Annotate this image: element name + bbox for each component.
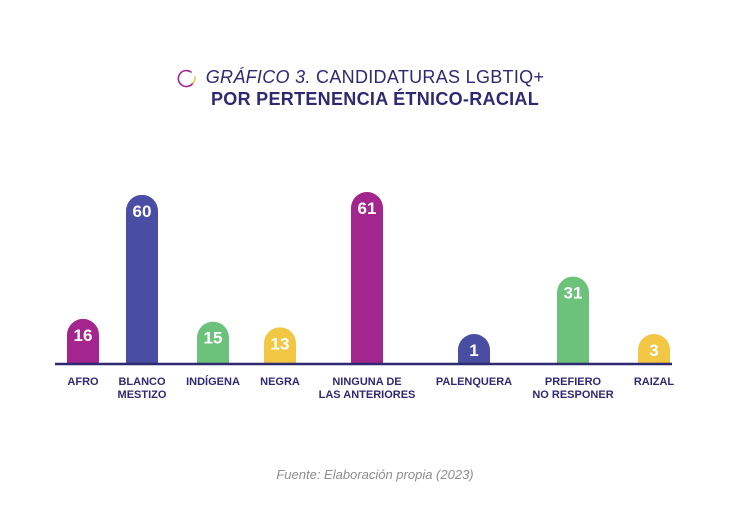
category-label-line: NINGUNA DE — [332, 376, 401, 388]
category-label: AFRO — [67, 376, 99, 388]
category-label: NINGUNA DE LAS ANTERIORES — [319, 376, 416, 401]
title-line-1: GRÁFICO 3. CANDIDATURAS LGBTIQ+ — [0, 66, 750, 88]
category-label-line: NO RESPONER — [532, 389, 613, 401]
bar-5 — [458, 334, 490, 365]
bar-6 — [557, 276, 589, 365]
category-label: BLANCO MESTIZO — [118, 376, 167, 401]
title-rest: CANDIDATURAS LGBTIQ+ — [310, 67, 545, 87]
category-label-line: BLANCO — [118, 376, 165, 388]
logo-arc-icon — [177, 69, 196, 88]
category-label-line: PREFIERO — [545, 376, 602, 388]
bar-value-label: 16 — [74, 326, 93, 345]
bar-value-label: 13 — [271, 334, 290, 353]
category-label: NEGRA — [260, 376, 300, 388]
bar-7 — [638, 334, 670, 365]
category-label: INDÍGENA — [186, 375, 240, 388]
bar-value-label: 61 — [358, 199, 377, 218]
category-label: PALENQUERA — [436, 376, 512, 388]
category-label-line: NEGRA — [260, 376, 300, 388]
chart-title: GRÁFICO 3. CANDIDATURAS LGBTIQ+ POR PERT… — [0, 66, 750, 110]
category-label: PREFIERO NO RESPONER — [532, 376, 613, 401]
bar-1 — [126, 194, 158, 365]
category-label: RAIZAL — [634, 376, 675, 388]
category-label-line: PALENQUERA — [436, 376, 512, 388]
source-note: Fuente: Elaboración propia (2023) — [276, 467, 474, 482]
bar-0 — [67, 318, 99, 365]
bar-value-label: 3 — [649, 341, 658, 360]
category-label-line: INDÍGENA — [186, 375, 240, 388]
bar-value-label: 60 — [133, 202, 152, 221]
bar-4 — [351, 192, 383, 365]
category-label-line: MESTIZO — [118, 389, 167, 401]
bar-3 — [264, 327, 296, 365]
title-line-2: POR PERTENENCIA ÉTNICO-RACIAL — [210, 89, 540, 109]
bar-value-label: 31 — [564, 284, 583, 303]
title-prefix: GRÁFICO 3. — [205, 67, 311, 87]
category-label-line: RAIZAL — [634, 376, 675, 388]
category-label-line: AFRO — [67, 376, 99, 388]
bar-value-label: 15 — [204, 329, 223, 348]
bar-2 — [197, 321, 229, 365]
category-label-line: LAS ANTERIORES — [319, 389, 416, 401]
bar-value-label: 1 — [469, 341, 478, 360]
